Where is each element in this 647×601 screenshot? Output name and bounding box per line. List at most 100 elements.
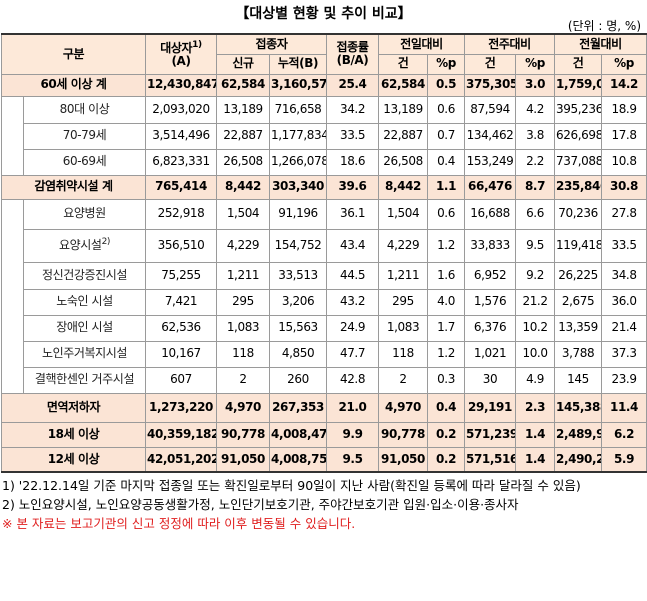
- value-cell: 1,504: [216, 198, 270, 230]
- header-row: 구분 대상자1) (A) 접종자 접종률 (B/A) 전일대비 전주대비 전월대비: [1, 33, 647, 75]
- value-cell: 33,833: [464, 228, 517, 263]
- value-cell: 1,211: [216, 261, 270, 290]
- value-cell: 252,918: [145, 198, 217, 230]
- value-cell: 26,508: [216, 148, 270, 176]
- total-row: 12세 이상42,051,20291,0504,008,7529.591,050…: [1, 446, 647, 473]
- value-cell: 0.4: [427, 392, 466, 423]
- value-cell: 4,850: [268, 340, 328, 368]
- row-label: 감염취약시설 계: [1, 174, 146, 200]
- header-cell: 접종률 (B/A): [326, 33, 380, 75]
- value-cell: 1.4: [515, 446, 556, 473]
- row-label: 요양시설2): [23, 228, 146, 263]
- value-cell: 18.9: [601, 95, 647, 124]
- value-cell: 0.6: [427, 198, 466, 230]
- row-label-text: 60세 이상 계: [40, 77, 107, 92]
- header-cell: 전월대비: [554, 33, 647, 55]
- value-cell: 62,536: [145, 314, 217, 342]
- value-cell: 395,236: [554, 95, 603, 124]
- value-cell: 375,305: [464, 73, 517, 97]
- value-cell: 87,594: [464, 95, 517, 124]
- value-cell: 62,584: [378, 73, 429, 97]
- value-cell: 62,584: [216, 73, 270, 97]
- value-cell: 235,846: [554, 174, 603, 200]
- value-cell: 10.2: [515, 314, 556, 342]
- header-text: 대상자: [160, 40, 193, 55]
- row-label-text: 70-79세: [62, 128, 107, 143]
- header-cell: 누적(B): [268, 53, 328, 75]
- value-cell: 1,759,022: [554, 73, 603, 97]
- value-cell: 303,340: [268, 174, 328, 200]
- value-cell: 8.7: [515, 174, 556, 200]
- value-cell: 27.8: [601, 198, 647, 230]
- sub-row: 요양시설2) 356,510 4,229 154,752 43.4 4,229 1.2 33,…: [1, 228, 647, 263]
- value-cell: 1,266,078: [268, 148, 328, 176]
- indent-cell: [1, 123, 24, 149]
- value-cell: 1.7: [427, 314, 466, 342]
- value-cell: 4,970: [378, 392, 429, 423]
- value-cell: 91,196: [268, 198, 328, 230]
- value-cell: 11.4: [601, 392, 647, 423]
- value-cell: 1,273,220: [145, 392, 217, 423]
- value-cell: 0.7: [427, 122, 466, 150]
- header-cell: 건: [378, 53, 429, 75]
- indent-cell: [1, 96, 24, 123]
- header-cell: 구분: [1, 33, 146, 75]
- value-cell: 9.9: [326, 421, 380, 448]
- header-cell: %p: [427, 53, 466, 75]
- header-row: 신규 누적(B) 건 %p 건 %p 건 %p: [2, 53, 647, 75]
- sub-row: 70-79세 3,514,496 22,887 1,177,834 33.5 22,887…: [1, 122, 647, 150]
- value-cell: 70,236: [554, 198, 603, 230]
- value-cell: 607: [145, 366, 217, 394]
- value-cell: 8,442: [378, 174, 429, 200]
- value-cell: 42.8: [326, 366, 380, 394]
- row-label-text: 60-69세: [62, 154, 107, 169]
- row-label-text: 요양시설: [59, 238, 102, 253]
- value-cell: 118: [378, 340, 429, 368]
- value-cell: 2,490,223: [554, 446, 603, 473]
- value-cell: 1.2: [427, 340, 466, 368]
- value-cell: 25.4: [326, 73, 380, 97]
- total-row: 18세 이상40,359,18290,7784,008,4719.990,778…: [1, 421, 647, 448]
- indent-cell: [1, 199, 24, 229]
- value-cell: 1.4: [515, 421, 556, 448]
- value-cell: 118: [216, 340, 270, 368]
- value-cell: 3,206: [268, 288, 328, 316]
- value-cell: 765,414: [145, 174, 217, 200]
- value-cell: 90,778: [378, 421, 429, 448]
- unit: (단위 : 명, %): [567, 19, 641, 33]
- value-cell: 43.2: [326, 288, 380, 316]
- row-label: 노숙인 시설: [23, 288, 146, 316]
- value-cell: 7,421: [145, 288, 217, 316]
- value-cell: 4.0: [427, 288, 466, 316]
- row-label-text: 장애인 시설: [56, 320, 113, 335]
- value-cell: 1,083: [378, 314, 429, 342]
- value-cell: 5.9: [601, 446, 647, 473]
- value-cell: 1,211: [378, 261, 429, 290]
- value-cell: 10,167: [145, 340, 217, 368]
- indent-cell: [1, 229, 24, 262]
- value-cell: 3,788: [554, 340, 603, 368]
- row-label-text: 노숙인 시설: [56, 294, 113, 309]
- value-cell: 37.3: [601, 340, 647, 368]
- header-text: (B/A): [336, 53, 369, 68]
- value-cell: 30: [464, 366, 517, 394]
- row-label: 12세 이상: [1, 446, 146, 473]
- value-cell: 15,563: [268, 314, 328, 342]
- row-label: 60세 이상 계: [1, 73, 146, 97]
- value-cell: 4.9: [515, 366, 556, 394]
- value-cell: 1,576: [464, 288, 517, 316]
- value-cell: 40,359,182: [145, 421, 217, 448]
- header-cell: 전일대비: [378, 33, 466, 55]
- title: 【대상별 현황 및 추이 비교】: [235, 6, 412, 22]
- value-cell: 0.3: [427, 366, 466, 394]
- row-label: 면역저하자: [1, 392, 146, 423]
- header-cell: %p: [601, 53, 647, 75]
- footnote: 1) '22.12.14일 기준 마지막 접종일 또는 확진일로부터 90일이 …: [2, 478, 581, 493]
- indent-cell: [1, 149, 24, 175]
- value-cell: 34.8: [601, 261, 647, 290]
- value-cell: 36.0: [601, 288, 647, 316]
- value-cell: 43.4: [326, 228, 380, 263]
- value-cell: 9.5: [326, 446, 380, 473]
- value-cell: 4,970: [216, 392, 270, 423]
